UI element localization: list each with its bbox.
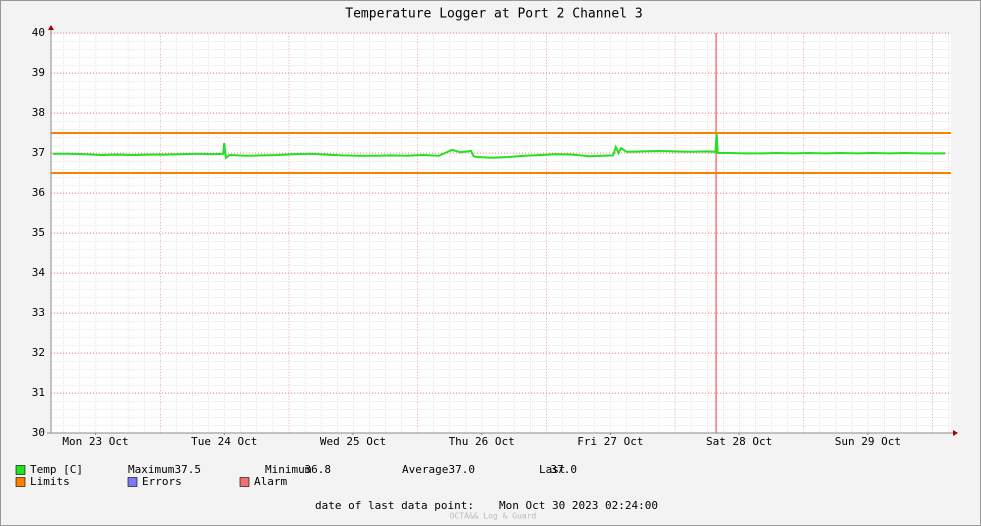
x-tick-label: Thu 26 Oct (449, 435, 515, 448)
stat-name: Minimum (265, 463, 312, 476)
x-tick-label: Sat 28 Oct (706, 435, 772, 448)
y-tick-label: 34 (32, 266, 46, 279)
legend-swatch (239, 477, 250, 487)
y-tick-label: 33 (32, 306, 45, 319)
x-tick-label: Sun 29 Oct (835, 435, 901, 448)
legend-label: Errors (142, 475, 182, 488)
legend-swatch (15, 465, 26, 475)
y-tick-label: 30 (32, 426, 45, 439)
legend-label: Alarm (254, 475, 287, 488)
x-tick-label: Fri 27 Oct (577, 435, 643, 448)
stat-value: 37.0 (551, 463, 578, 476)
watermark: OCTA&& Log & Guard (450, 512, 537, 521)
y-tick-label: 39 (32, 66, 45, 79)
x-tick-label: Mon 23 Oct (62, 435, 128, 448)
y-tick-label: 37 (32, 146, 45, 159)
y-tick-label: 40 (32, 26, 45, 39)
y-tick-label: 35 (32, 226, 45, 239)
axis-arrow (48, 25, 54, 30)
stat-value: 37.5 (175, 463, 202, 476)
y-tick-label: 36 (32, 186, 45, 199)
legend-label: Limits (30, 475, 70, 488)
data-line (52, 132, 946, 160)
x-tick-label: Tue 24 Oct (191, 435, 257, 448)
stat-value: 37.0 (449, 463, 476, 476)
footer-date: Mon Oct 30 2023 02:24:00 (499, 499, 658, 512)
stat-name: Maximum (128, 463, 175, 476)
y-tick-label: 38 (32, 106, 45, 119)
chart-title: Temperature Logger at Port 2 Channel 3 (345, 7, 642, 22)
legend-label: Temp [C] (30, 463, 83, 476)
y-tick-label: 31 (32, 386, 45, 399)
axis-arrow (953, 430, 958, 436)
legend-swatch (127, 477, 138, 487)
y-tick-label: 32 (32, 346, 45, 359)
stat-value: 36.8 (305, 463, 332, 476)
stat-name: Last (539, 463, 566, 476)
x-tick-label: Wed 25 Oct (320, 435, 386, 448)
legend-swatch (15, 477, 26, 487)
footer-label: date of last data point: (315, 499, 474, 512)
stat-name: Average (402, 463, 448, 476)
